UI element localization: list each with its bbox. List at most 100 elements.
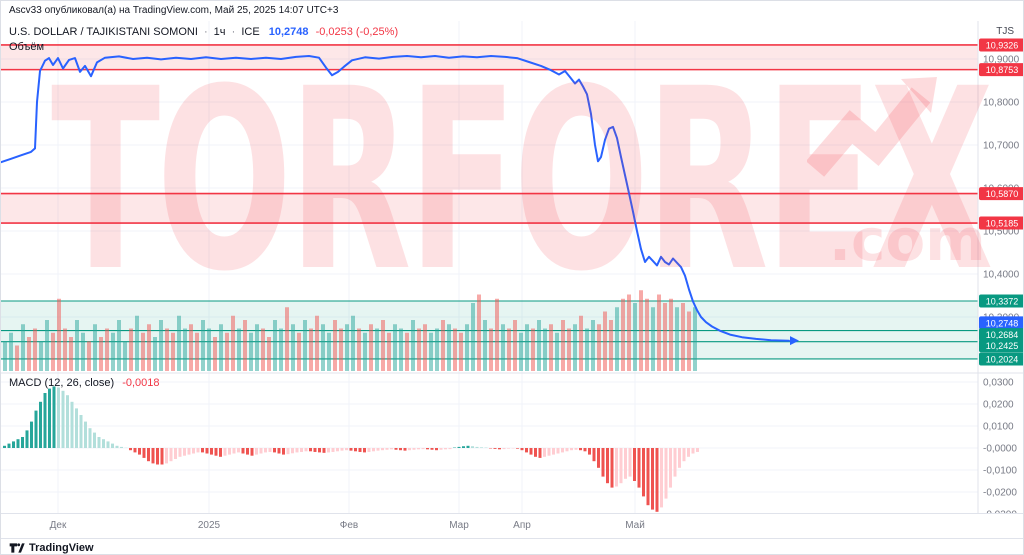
macd-axis-label[interactable]: 0,0300 <box>983 378 1014 389</box>
volume-bar <box>495 298 499 371</box>
price-level-badge <box>979 38 1023 52</box>
volume-bar <box>399 328 403 371</box>
price-level-badge-text: 10,2425 <box>986 341 1019 351</box>
volume-bar <box>147 324 151 371</box>
macd-bar <box>394 448 398 450</box>
volume-bar <box>591 320 595 371</box>
macd-bar <box>430 448 434 450</box>
macd-bar <box>628 448 632 477</box>
macd-bar <box>358 448 362 452</box>
level-zone <box>1 193 978 224</box>
volume-bar <box>585 328 589 371</box>
macd-bar <box>597 448 600 468</box>
volume-bar <box>9 332 13 371</box>
volume-bar <box>153 337 157 371</box>
macd-bar <box>345 448 348 451</box>
macd-bar <box>633 448 636 481</box>
macd-axis-label[interactable]: -0,0000 <box>983 444 1017 455</box>
macd-bar <box>399 448 402 451</box>
symbol-header[interactable]: U.S. DOLLAR / TAJIKISTANI SOMONI · 1ч · … <box>9 26 398 38</box>
price-axis-label[interactable]: 10,7000 <box>983 141 1020 152</box>
volume-bar <box>615 307 619 371</box>
macd-bar <box>183 448 186 456</box>
volume-bar <box>57 298 61 371</box>
macd-bar <box>178 448 182 457</box>
macd-bar <box>79 415 83 448</box>
volume-bar <box>405 332 409 371</box>
volume-bar <box>21 324 25 371</box>
macd-bar <box>142 448 146 458</box>
macd-bar <box>66 395 69 448</box>
volume-bar <box>285 307 289 371</box>
chart-canvas[interactable]: 10,900010,800010,700010,600010,500010,40… <box>1 21 1024 513</box>
macd-bar <box>43 393 47 448</box>
macd-axis-label[interactable]: -0,0300 <box>983 510 1017 514</box>
macd-bar <box>48 388 51 448</box>
macd-bar <box>561 448 564 453</box>
price-level-badge <box>979 63 1023 77</box>
macd-bar <box>7 443 11 448</box>
volume-bar <box>609 320 613 371</box>
volume-bar <box>381 320 385 371</box>
volume-bar <box>447 324 451 371</box>
volume-bar <box>411 320 415 371</box>
price-axis-label[interactable]: 10,8000 <box>983 98 1020 109</box>
price-axis-label[interactable]: 10,4000 <box>983 270 1020 281</box>
volume-bar <box>195 332 199 371</box>
volume-bar <box>261 328 265 371</box>
macd-bar <box>552 448 555 455</box>
volume-bar <box>639 290 643 371</box>
volume-bar <box>345 324 349 371</box>
macd-axis-label[interactable]: -0,0200 <box>983 488 1017 499</box>
macd-bar <box>691 448 695 454</box>
macd-bar <box>241 448 245 454</box>
volume-bar <box>459 332 463 371</box>
macd-axis-label[interactable]: -0,0100 <box>983 466 1017 477</box>
macd-bar <box>462 446 465 448</box>
macd-bar <box>25 430 29 448</box>
volume-bar <box>537 320 541 371</box>
macd-bar <box>372 448 375 452</box>
footer-brand[interactable]: TradingView <box>29 541 94 554</box>
tradingview-logo-icon[interactable] <box>9 541 25 555</box>
volume-bar <box>435 328 439 371</box>
volume-bar <box>255 324 259 371</box>
macd-bar <box>412 448 416 450</box>
macd-indicator-label[interactable]: MACD (12, 26, close) -0,0018 <box>9 377 160 389</box>
time-axis-label: Дек <box>49 520 67 531</box>
price-axis-label[interactable]: 10,9000 <box>983 55 1020 66</box>
interval-label[interactable]: 1ч <box>213 26 226 38</box>
volume-bar <box>507 328 511 371</box>
last-price: 10,2748 <box>268 26 309 38</box>
volume-bar <box>387 332 391 371</box>
volume-bar <box>27 337 31 371</box>
volume-bar <box>303 320 307 371</box>
macd-bar <box>250 448 254 456</box>
macd-bar <box>295 448 299 453</box>
volume-bar <box>597 324 601 371</box>
price-axis-label[interactable]: 10,5000 <box>983 227 1020 238</box>
macd-bar <box>444 448 447 450</box>
price-level-badge-text: 10,2748 <box>986 318 1019 328</box>
volume-bar <box>687 311 691 371</box>
macd-bar <box>165 448 168 464</box>
macd-bar <box>205 448 209 454</box>
macd-bar <box>471 446 474 448</box>
volume-bar <box>69 337 73 371</box>
macd-bar <box>457 446 461 448</box>
macd-bar <box>367 448 371 452</box>
volume-bar <box>471 303 475 371</box>
macd-bar <box>408 448 411 451</box>
macd-bar <box>210 448 213 455</box>
time-axis[interactable]: Дек 2025 Фев Мар Апр Май <box>1 513 1023 539</box>
macd-bar <box>606 448 609 484</box>
macd-axis-label[interactable]: 0,0200 <box>983 400 1014 411</box>
macd-bar <box>502 448 506 450</box>
volume-bar <box>363 332 367 371</box>
macd-bar <box>466 445 470 448</box>
macd-bar <box>12 441 15 448</box>
macd-bar <box>556 448 560 454</box>
macd-axis-label[interactable]: 0,0100 <box>983 422 1014 433</box>
volume-indicator-label[interactable]: Объём <box>9 41 45 53</box>
time-axis-label: 2025 <box>197 520 221 531</box>
